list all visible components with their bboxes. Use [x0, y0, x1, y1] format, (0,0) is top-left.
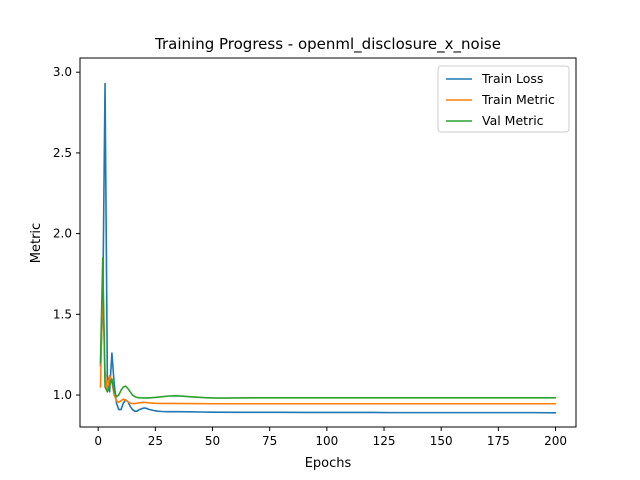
x-tick-label: 150	[430, 434, 453, 448]
y-tick-label: 1.0	[53, 388, 72, 402]
legend-label-train-loss: Train Loss	[481, 71, 543, 86]
x-tick-label: 100	[315, 434, 338, 448]
legend-item-val-metric: Val Metric	[446, 113, 544, 128]
ticks-layer: 0 25 50 75 100 125 150 175 200 1.0 1.5 2.0 2.5 3.0	[53, 65, 567, 448]
legend-label-train-metric: Train Metric	[481, 92, 555, 107]
train-loss-line	[99, 82, 557, 414]
legend-items: Train Loss Train Metric Val Metric	[446, 71, 555, 128]
legend-item-train-metric: Train Metric	[446, 92, 555, 107]
x-tick-label: 175	[487, 434, 510, 448]
chart-title: Training Progress - openml_disclosure_x_…	[154, 35, 501, 54]
plot-frame	[79, 57, 577, 428]
legend-box	[437, 65, 570, 133]
x-tick-label: 0	[94, 434, 102, 448]
series-layer	[99, 82, 557, 414]
y-tick-label: 3.0	[53, 65, 72, 79]
legend-label-val-metric: Val Metric	[482, 113, 544, 128]
y-tick-label: 2.5	[53, 146, 72, 160]
x-tick-label: 25	[148, 434, 163, 448]
y-tick-label: 2.0	[53, 227, 72, 241]
legend-item-train-loss: Train Loss	[446, 71, 543, 86]
x-tick-label: 200	[544, 434, 567, 448]
y-axis-label: Metric	[29, 223, 44, 263]
x-tick-label: 125	[373, 434, 396, 448]
val-metric-line	[99, 257, 557, 399]
x-axis-label: Epochs	[305, 456, 352, 471]
y-tick-label: 1.5	[53, 307, 72, 321]
x-tick-label: 50	[205, 434, 220, 448]
legend: Train Loss Train Metric Val Metric	[437, 65, 570, 133]
x-tick-label: 75	[262, 434, 277, 448]
